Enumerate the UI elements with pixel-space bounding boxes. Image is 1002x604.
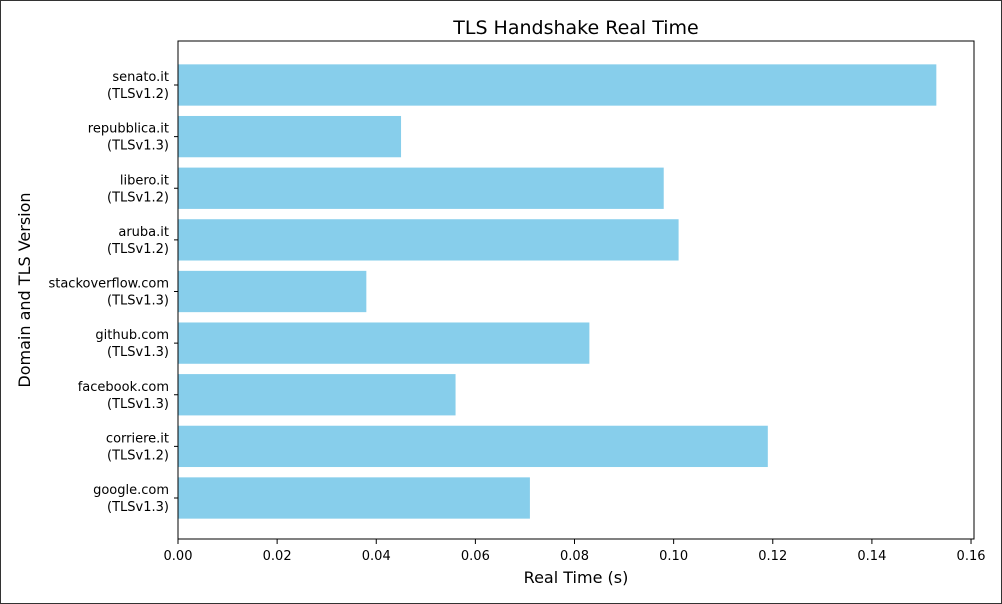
- bar-facebook-com: [178, 374, 456, 416]
- bar-stackoverflow-com: [178, 270, 367, 313]
- y-axis-label: Domain and TLS Version: [15, 192, 34, 387]
- bar-github-com: [178, 322, 590, 364]
- x-tick-label: 0.08: [560, 549, 589, 564]
- y-tick-label: aruba.it (TLSv1.2): [107, 225, 169, 257]
- x-tick-label: 0.06: [461, 549, 490, 564]
- y-tick-label: libero.it (TLSv1.2): [107, 173, 169, 205]
- bar-aruba-it: [178, 219, 679, 261]
- x-axis-label: Real Time (s): [524, 568, 629, 587]
- bar-repubblica-it: [178, 115, 402, 158]
- bars-group: [178, 64, 937, 519]
- bar-senato-it: [178, 64, 937, 106]
- x-tick-label: 0.10: [659, 549, 688, 564]
- bar-libero-it: [178, 167, 664, 209]
- y-tick-label: senato.it (TLSv1.2): [107, 70, 169, 102]
- x-tick-label: 0.12: [758, 549, 787, 564]
- bar-corriere-it: [178, 425, 768, 468]
- y-tick-label: repubblica.it (TLSv1.3): [88, 122, 169, 154]
- x-tick-label: 0.02: [263, 549, 292, 564]
- plot-area-border: [177, 40, 975, 540]
- x-tick-label: 0.16: [957, 549, 986, 564]
- x-axis-ticks: 0.00 0.02 0.04 0.06 0.08 0.10 0.12 0.14 0.16: [164, 539, 986, 564]
- bar-google-com: [178, 477, 530, 519]
- y-tick-label: stackoverflow.com (TLSv1.3): [48, 277, 169, 309]
- y-tick-label: google.com (TLSv1.3): [93, 483, 169, 515]
- x-tick-label: 0.14: [857, 549, 886, 564]
- x-tick-label: 0.04: [362, 549, 391, 564]
- x-tick-label: 0.00: [164, 549, 193, 564]
- y-tick-label: facebook.com (TLSv1.3): [78, 380, 169, 412]
- y-tick-label: corriere.it (TLSv1.2): [106, 431, 169, 463]
- y-axis-ticks: google.com (TLSv1.3) corriere.it (TLSv1.2) f…: [48, 70, 178, 515]
- chart-title: TLS Handshake Real Time: [452, 17, 698, 39]
- y-tick-label: github.com (TLSv1.3): [95, 328, 169, 360]
